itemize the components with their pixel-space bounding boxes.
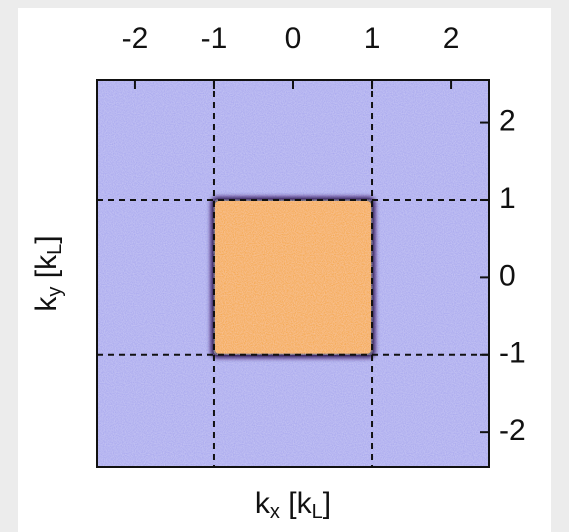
y-tick-label: 0 [499, 259, 516, 292]
label-part: ] [30, 235, 63, 243]
subscript: L [44, 244, 66, 255]
subscript: y [44, 287, 66, 297]
label-part: [k [30, 254, 63, 287]
label-part: k [30, 296, 63, 312]
x-tick-label: -2 [122, 22, 149, 55]
y-tick-label: 1 [499, 182, 516, 215]
chart: -2-1012210-1-2kx [kL]ky [kL] [0, 0, 569, 532]
x-tick-label: 0 [285, 22, 302, 55]
x-tick-label: -1 [201, 22, 228, 55]
label-part: [k [280, 487, 313, 520]
ylabel: ky [kL] [30, 235, 66, 311]
region [214, 200, 372, 355]
y-tick-label: -2 [499, 414, 526, 447]
y-tick-label: 2 [499, 104, 516, 137]
x-tick-label: 1 [364, 22, 381, 55]
subscript: L [312, 501, 323, 523]
label-part: k [255, 487, 271, 520]
xlabel: kx [kL] [255, 487, 331, 523]
y-tick-label: -1 [499, 337, 526, 370]
x-tick-label: 2 [443, 22, 460, 55]
subscript: x [270, 501, 280, 523]
label-part: ] [323, 487, 331, 520]
page: {"chart_data": {"type": "heatmap", "xlab… [0, 0, 569, 532]
